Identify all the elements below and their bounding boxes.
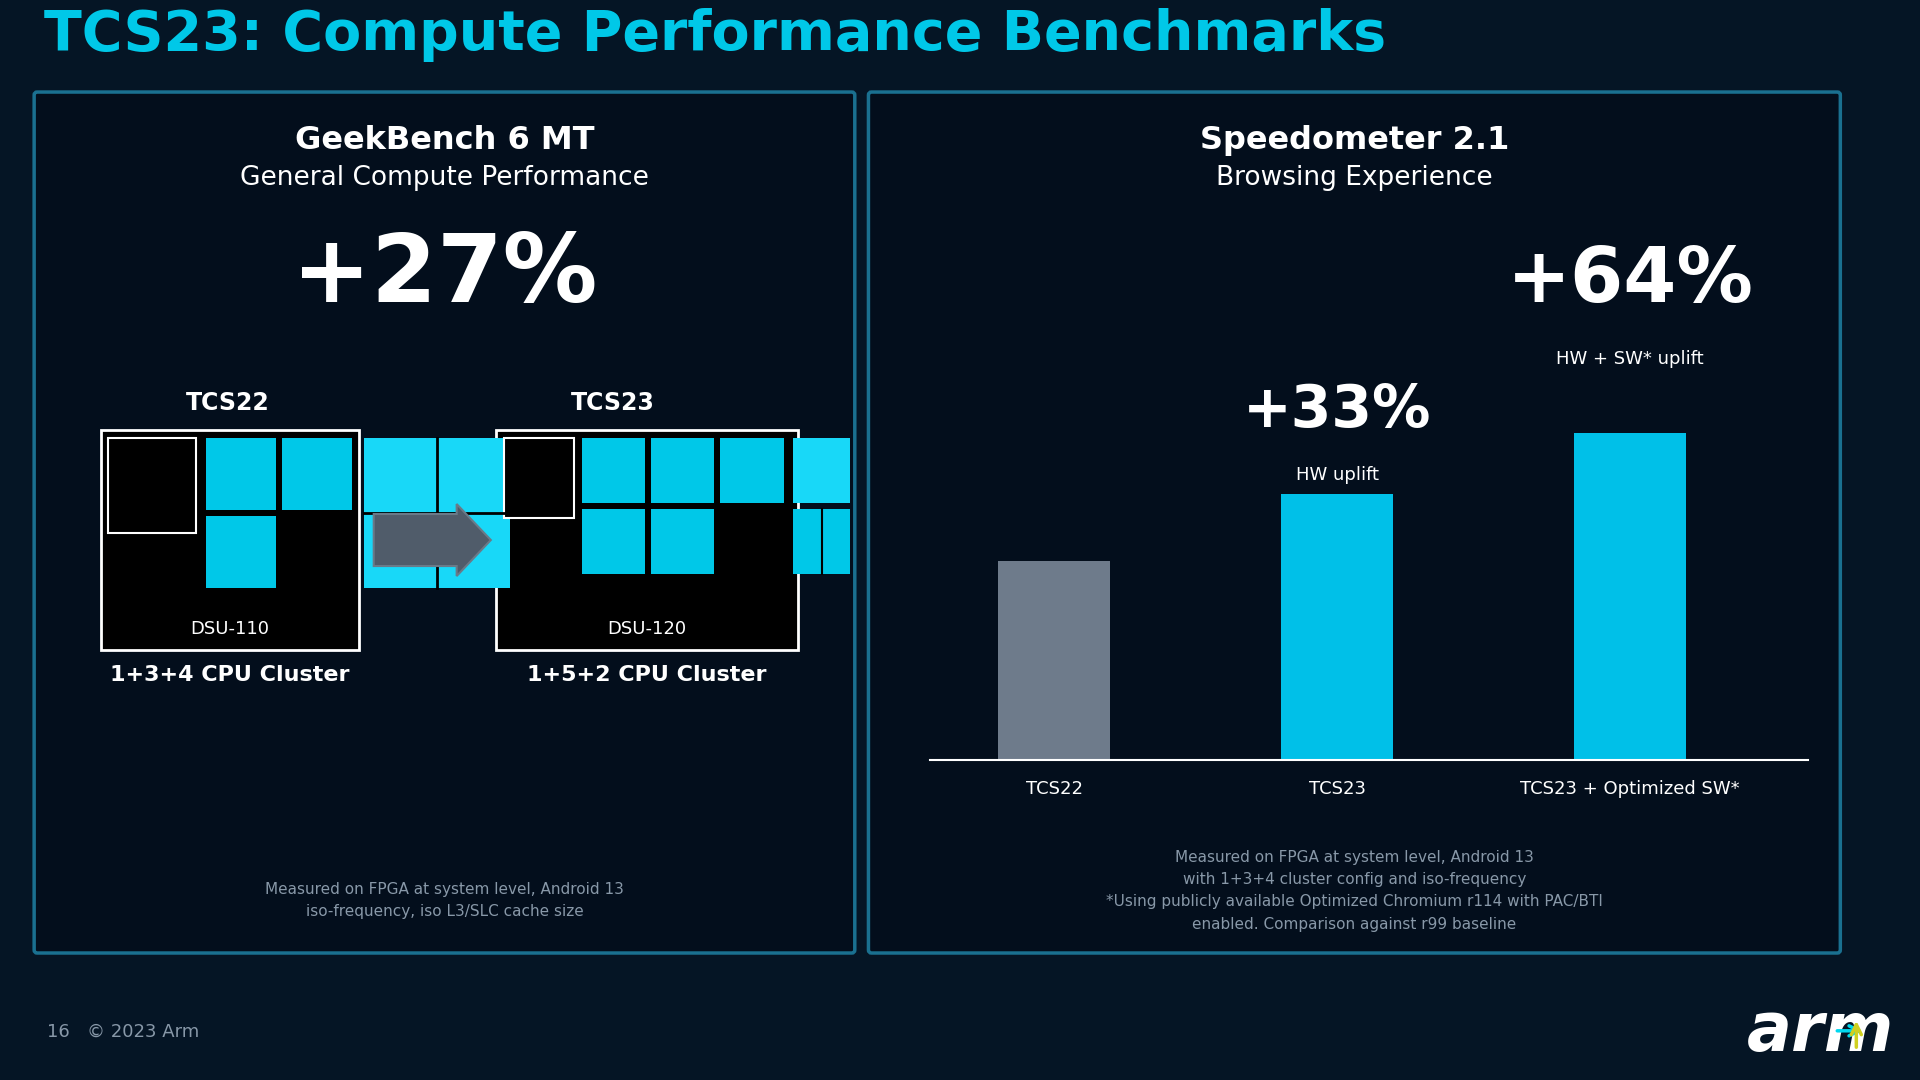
Text: Speedometer 2.1: Speedometer 2.1 <box>1200 125 1509 156</box>
Text: DSU-120: DSU-120 <box>607 620 687 638</box>
Text: TCS23 + Optimized SW*: TCS23 + Optimized SW* <box>1521 780 1740 798</box>
Text: Browsing Experience: Browsing Experience <box>1215 165 1492 191</box>
Text: 1+5+2 CPU Cluster: 1+5+2 CPU Cluster <box>528 665 766 685</box>
Text: TCS23: TCS23 <box>570 391 655 415</box>
Bar <box>582 509 645 575</box>
Bar <box>998 561 1110 760</box>
Text: 1+3+4 CPU Cluster: 1+3+4 CPU Cluster <box>109 665 349 685</box>
Bar <box>793 509 851 575</box>
Text: HW uplift: HW uplift <box>1296 467 1379 484</box>
Bar <box>651 438 714 503</box>
Text: TCS23: Compute Performance Benchmarks: TCS23: Compute Performance Benchmarks <box>44 8 1386 62</box>
Text: GeekBench 6 MT: GeekBench 6 MT <box>294 125 593 156</box>
Bar <box>582 438 645 503</box>
Text: TCS22: TCS22 <box>186 391 269 415</box>
Text: General Compute Performance: General Compute Performance <box>240 165 649 191</box>
Text: +27%: +27% <box>292 230 597 322</box>
Bar <box>793 438 851 503</box>
FancyBboxPatch shape <box>868 92 1841 953</box>
Text: HW + SW* uplift: HW + SW* uplift <box>1557 350 1703 368</box>
Bar <box>100 430 359 650</box>
Text: TCS22: TCS22 <box>1025 780 1083 798</box>
Bar <box>720 438 783 503</box>
Bar <box>1574 433 1686 760</box>
Bar <box>495 430 799 650</box>
Text: +33%: +33% <box>1242 382 1432 440</box>
Bar <box>651 509 714 575</box>
Text: +64%: +64% <box>1507 244 1753 318</box>
FancyArrow shape <box>374 504 492 576</box>
Bar <box>503 438 574 518</box>
Text: arm: arm <box>1747 999 1893 1065</box>
FancyBboxPatch shape <box>35 92 854 953</box>
Bar <box>205 438 276 510</box>
Text: DSU-110: DSU-110 <box>190 620 269 638</box>
Bar <box>282 438 351 510</box>
Text: TCS23: TCS23 <box>1309 780 1365 798</box>
Text: Measured on FPGA at system level, Android 13
iso-frequency, iso L3/SLC cache siz: Measured on FPGA at system level, Androi… <box>265 882 624 919</box>
Bar <box>1281 495 1394 760</box>
Bar <box>365 438 511 588</box>
Text: Measured on FPGA at system level, Android 13
with 1+3+4 cluster config and iso-f: Measured on FPGA at system level, Androi… <box>1106 850 1603 932</box>
Bar <box>108 438 196 534</box>
Bar <box>205 516 276 588</box>
Text: 16   © 2023 Arm: 16 © 2023 Arm <box>46 1023 200 1041</box>
